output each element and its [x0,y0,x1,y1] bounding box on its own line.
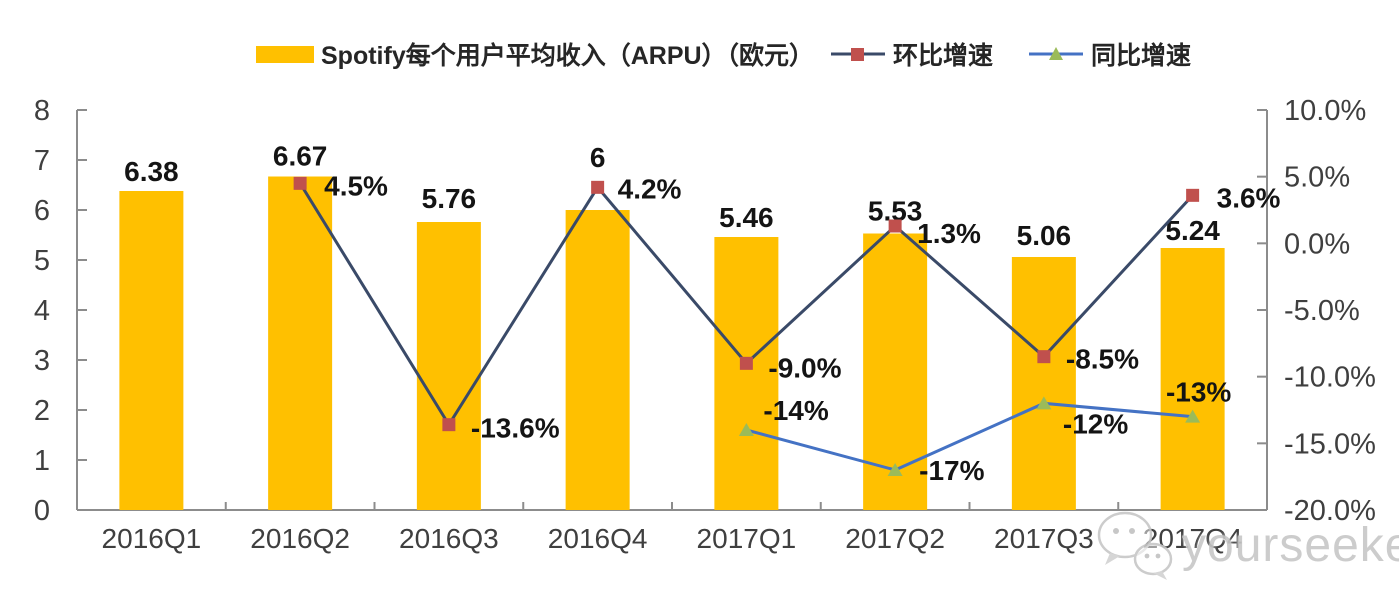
yoy-line-marker [738,423,754,436]
bar-label: 6 [590,142,606,173]
right-axis-tick-label: 5.0% [1284,162,1350,194]
right-axis-tick-label: -10.0% [1284,362,1376,394]
x-axis-label: 2016Q3 [399,523,499,554]
left-axis-tick-label: 2 [34,395,50,427]
qoq-line-marker [442,418,456,432]
line-square-marker-icon [831,48,885,61]
bar-2017Q3 [1011,257,1076,510]
qoq-line-marker [591,180,605,194]
bar-2016Q3 [416,222,481,510]
left-axis-tick-label: 4 [34,295,50,327]
left-axis-tick-label: 0 [34,495,50,527]
x-axis-label: 2017Q4 [1143,523,1243,554]
x-axis-label: 2017Q1 [697,523,797,554]
x-axis-label: 2016Q4 [548,523,648,554]
qoq-line-label: 4.2% [618,173,682,204]
bar-label: 6.38 [124,156,179,187]
bar-label: 6.67 [273,141,328,172]
qoq-line-label: -9.0% [768,352,841,383]
left-axis-tick-label: 5 [34,245,50,277]
qoq-line-marker [293,176,307,190]
legend-label-qoq: 环比增速 [893,42,994,70]
right-axis-tick-label: 0.0% [1284,228,1350,260]
legend-item-qoq: 环比增速 [830,38,993,70]
yoy-line [745,401,1193,472]
x-axis-label: 2016Q1 [102,523,202,554]
right-axis-tick-label: -20.0% [1284,495,1376,527]
bar-label: 5.46 [719,202,774,233]
left-axis-tick-label: 3 [34,345,50,377]
qoq-line-label: 1.3% [917,218,981,249]
yoy-line-label: -12% [1063,408,1128,439]
bar-2017Q1 [714,237,779,510]
qoq-line-marker [888,219,902,233]
yoy-line-marker [1036,396,1052,410]
bar-label: 5.06 [1017,220,1072,251]
yoy-line-label: -17% [919,455,984,486]
yoy-line-marker [1185,409,1201,423]
bar-swatch-icon [256,45,314,63]
bar-2016Q1 [119,191,184,510]
qoq-line-marker [1186,188,1200,202]
qoq-line-marker [739,356,753,370]
right-axis-tick-label: 10.0% [1284,95,1366,127]
qoq-line-label: 3.6% [1217,182,1281,213]
bar-2016Q4 [565,210,630,510]
qoq-line-label: -13.6% [471,413,560,444]
x-axis-label: 2017Q2 [845,523,945,554]
yoy-line-marker [887,463,903,476]
left-axis-tick-label: 6 [34,195,50,227]
x-axis-label: 2017Q3 [994,523,1094,554]
legend-item-yoy: 同比增速 [1028,38,1191,70]
bar-2017Q4 [1160,248,1225,510]
legend-label-yoy: 同比增速 [1091,42,1192,70]
legend-label-arpu: Spotify每个用户平均收入（ARPU）（欧元） [321,42,815,70]
yoy-line-label: -13% [1166,377,1231,408]
qoq-line-marker [1037,350,1051,364]
legend-item-arpu: Spotify每个用户平均收入（ARPU）（欧元） [256,38,814,70]
left-axis-tick-label: 8 [34,95,50,127]
left-axis-tick-label: 1 [34,445,50,477]
left-axis-tick-label: 7 [34,145,50,177]
x-axis-label: 2016Q2 [250,523,350,554]
bar-label: 5.76 [422,183,477,214]
yoy-line-label: -14% [763,395,828,426]
line-triangle-marker-icon [1029,47,1083,60]
bar-label: 5.24 [1165,215,1220,246]
right-axis-tick-label: -15.0% [1284,428,1376,460]
qoq-line-label: -8.5% [1066,344,1139,375]
qoq-line-label: 4.5% [324,170,388,201]
bar-2016Q2 [268,176,333,510]
right-axis-tick-label: -5.0% [1284,295,1360,327]
